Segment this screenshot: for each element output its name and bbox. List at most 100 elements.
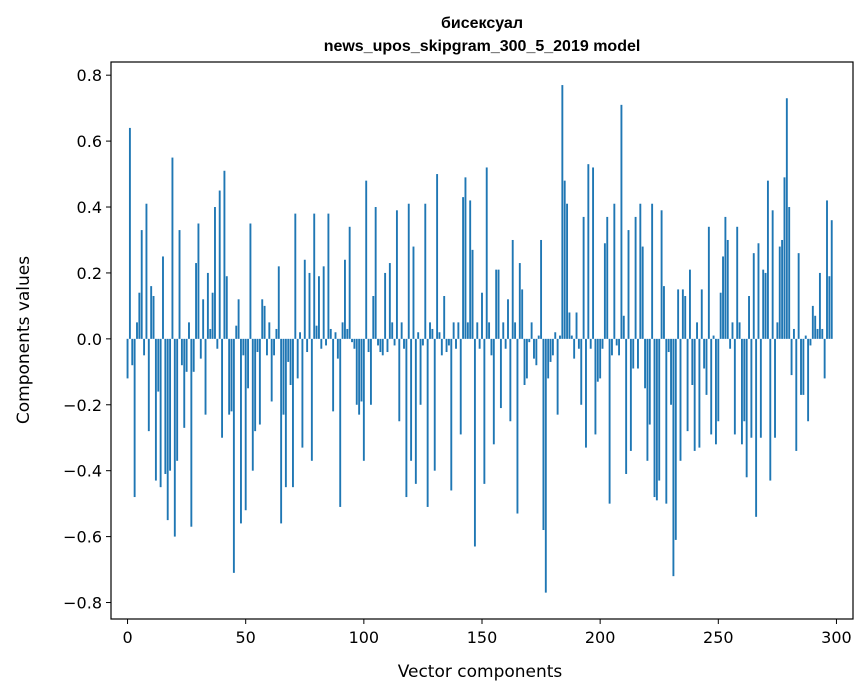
bar (788, 207, 791, 339)
bar (410, 338, 413, 461)
bar (214, 207, 216, 339)
bar (426, 338, 429, 507)
bar (332, 338, 335, 412)
bar (736, 226, 739, 339)
bar (781, 239, 784, 339)
bar (424, 203, 427, 339)
bar (367, 338, 370, 353)
bar (240, 338, 242, 524)
bar (738, 322, 741, 339)
bar (679, 338, 682, 461)
bar (570, 335, 573, 339)
bar (202, 299, 205, 339)
bar (232, 338, 235, 573)
bar (502, 322, 505, 339)
bar (698, 338, 701, 448)
y-tick-label: 0.2 (77, 264, 102, 283)
bar (537, 335, 540, 339)
bar (244, 338, 247, 511)
bar (625, 338, 628, 474)
y-tick-label: −0.4 (63, 462, 102, 481)
bar (726, 239, 729, 339)
y-tick-label: 0.4 (77, 198, 102, 217)
bar (627, 230, 630, 339)
bar (436, 174, 439, 339)
bar (228, 338, 231, 415)
bar (320, 338, 323, 349)
bar (306, 338, 309, 353)
bar (530, 322, 533, 339)
bar (521, 289, 524, 339)
bar (230, 338, 233, 412)
bar (284, 338, 287, 488)
bar (133, 338, 136, 498)
bar (313, 213, 316, 339)
bar (315, 325, 318, 339)
y-axis-ticks: −0.8 −0.6 −0.4 −0.2 0.0 0.2 0.4 0.6 0.8 (63, 66, 111, 613)
bar (369, 338, 372, 405)
bar (615, 338, 618, 346)
bar (575, 312, 578, 339)
bar (266, 338, 268, 356)
bar (646, 338, 649, 461)
bar (476, 322, 479, 339)
bar (667, 338, 670, 353)
bar (218, 190, 221, 339)
bar (809, 338, 812, 346)
bar (814, 315, 817, 339)
y-tick-label: −0.6 (63, 528, 102, 547)
bar (270, 338, 273, 402)
bar (374, 207, 377, 339)
bar (613, 203, 616, 339)
bar (762, 269, 765, 339)
bar (660, 210, 663, 339)
bar (289, 338, 292, 385)
bar (785, 98, 788, 339)
bar (173, 338, 176, 537)
bar (353, 338, 356, 349)
bar (648, 338, 651, 425)
bar (743, 338, 746, 422)
bar (606, 216, 609, 339)
bar (686, 338, 689, 432)
bar (611, 338, 613, 356)
bar (585, 338, 587, 448)
bar (707, 226, 710, 339)
bar (358, 338, 361, 415)
bar (296, 338, 299, 379)
bar (733, 338, 736, 435)
bar (438, 332, 441, 339)
bar (280, 338, 283, 524)
bar (256, 338, 259, 353)
bar (684, 296, 687, 339)
bar (294, 213, 297, 339)
bar (800, 338, 802, 395)
bar (346, 328, 349, 339)
bar (381, 338, 384, 356)
bar (518, 263, 521, 339)
bar (199, 338, 202, 359)
bar (150, 286, 153, 339)
bar (752, 253, 755, 339)
bar (348, 226, 351, 339)
bar (393, 338, 396, 346)
bar (440, 338, 443, 356)
x-axis-label: Vector components (398, 662, 563, 682)
bar (273, 338, 275, 356)
bar (523, 338, 526, 385)
bar (336, 338, 339, 359)
bar (774, 338, 776, 438)
bar (804, 335, 807, 339)
bar (195, 263, 198, 339)
bar (178, 230, 181, 339)
bar (783, 177, 786, 339)
bar (691, 338, 694, 385)
bar (254, 338, 257, 432)
bar (525, 338, 528, 379)
bar (223, 170, 226, 339)
bar (138, 292, 141, 339)
bar (750, 338, 753, 438)
bar (778, 246, 781, 339)
bar (450, 338, 453, 491)
bar (407, 203, 410, 339)
